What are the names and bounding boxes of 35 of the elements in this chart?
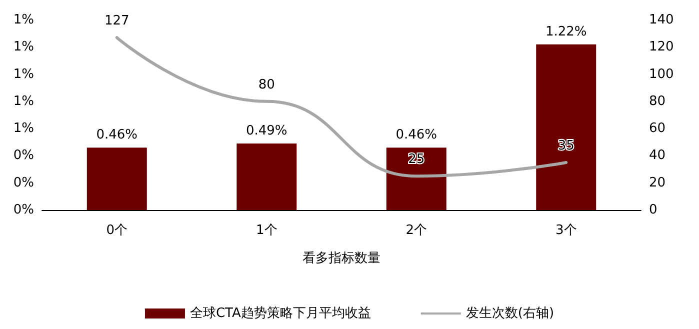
x-tick-label: 3个 [555, 223, 577, 238]
data-label: 35 [558, 138, 574, 154]
y-tick-label: 1% [13, 94, 34, 109]
x-tick-label: 1个 [256, 223, 278, 238]
y-tick-label: 1% [13, 66, 34, 82]
data-label: 0.46% [396, 128, 438, 143]
y2-tick-label: 120 [649, 40, 674, 55]
y-tick-label: 0% [13, 202, 34, 218]
data-label: 0.46% [96, 128, 138, 143]
data-label: 80 [258, 77, 275, 92]
y2-tick-label: 0 [649, 202, 658, 218]
data-label: 25 [408, 152, 425, 168]
y2-tick-label: 140 [649, 12, 674, 28]
y2-tick-label: 80 [649, 94, 666, 109]
legend-label: 全球CTA趋势策略下月平均收益 [190, 306, 371, 321]
y-tick-label: 0% [13, 148, 34, 164]
y-tick-label: 1% [13, 12, 34, 28]
y2-tick-label: 40 [649, 148, 666, 164]
x-axis-title: 看多指标数量 [302, 251, 380, 266]
x-tick-label: 0个 [106, 223, 128, 238]
y2-tick-label: 60 [649, 121, 666, 136]
y2-tick-label: 20 [649, 175, 666, 190]
x-tick-label: 2个 [406, 223, 428, 238]
bar [536, 44, 596, 210]
y-tick-label: 1% [13, 121, 34, 136]
bar [386, 148, 446, 210]
y-tick-label: 0% [13, 175, 34, 190]
legend-label: 发生次数(右轴) [466, 306, 554, 321]
y-tick-label: 1% [13, 40, 34, 55]
bar [86, 148, 147, 210]
data-label: 127 [104, 14, 130, 29]
data-label: 0.49% [246, 124, 288, 138]
data-label: 1.22% [545, 24, 587, 40]
y2-tick-label: 100 [649, 66, 674, 82]
bar [236, 144, 297, 210]
